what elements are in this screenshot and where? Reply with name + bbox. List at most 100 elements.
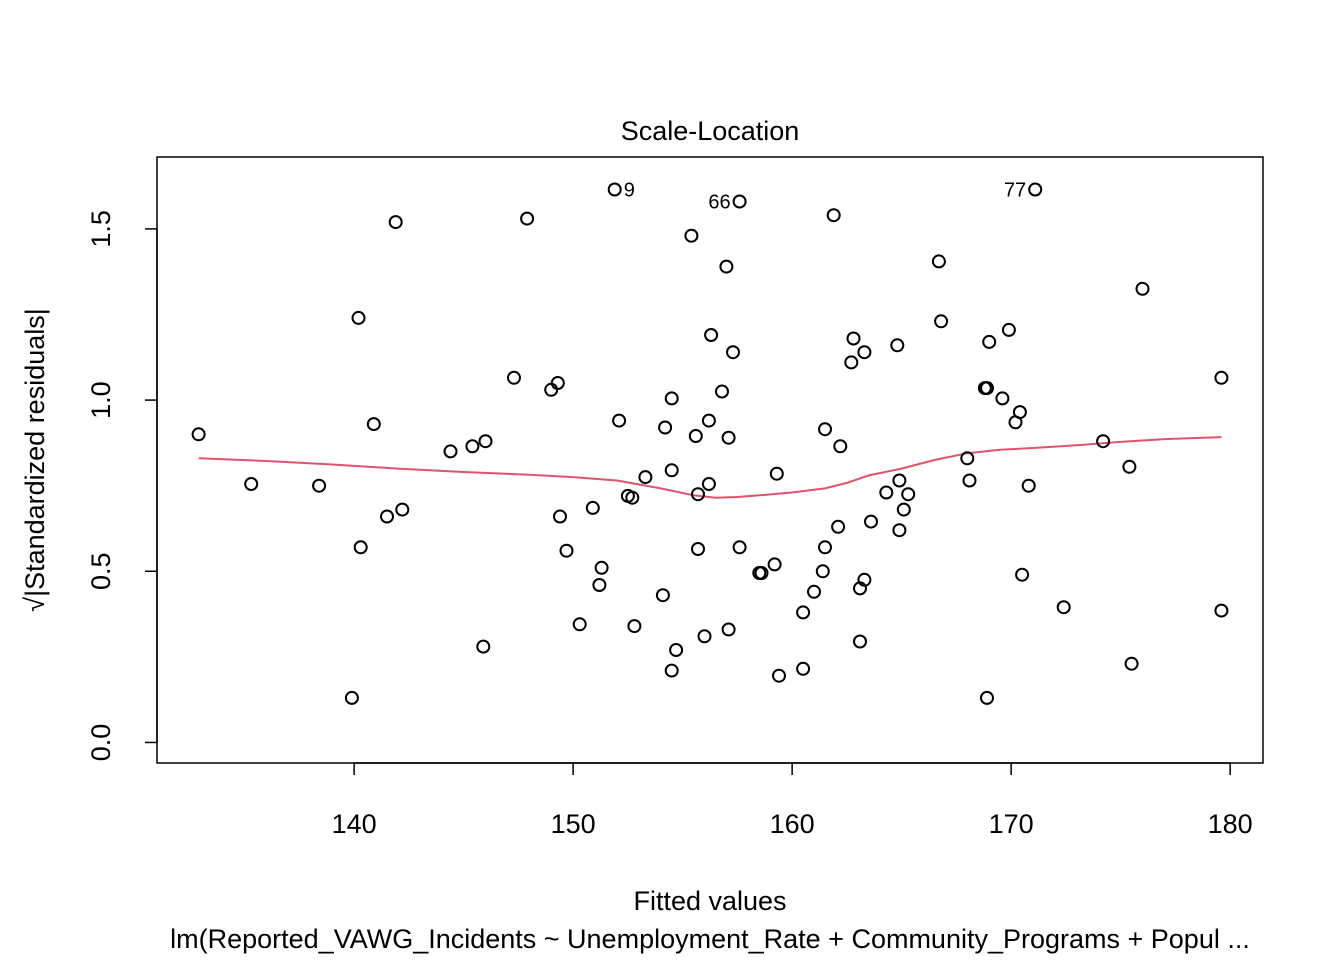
- data-point: [344, 690, 359, 705]
- data-point: [934, 314, 949, 329]
- data-point: [980, 690, 994, 705]
- data-point: [726, 345, 740, 360]
- data-point: [312, 478, 327, 493]
- data-point: [625, 490, 640, 505]
- data-point: [995, 391, 1010, 406]
- data-point: [853, 634, 867, 649]
- y-tick-label: 1.5: [86, 210, 116, 248]
- data-point: [655, 588, 670, 603]
- data-point: [443, 444, 458, 459]
- x-axis: 140 150 160 170 180: [332, 762, 1253, 839]
- data-point: [896, 502, 911, 517]
- data-point: [719, 259, 734, 274]
- y-tick-label: 0.5: [86, 552, 116, 590]
- data-point: [704, 328, 719, 342]
- data-point: [864, 514, 878, 529]
- data-point: [732, 194, 747, 209]
- data-point: [1056, 600, 1071, 615]
- data-point: [807, 584, 821, 599]
- data-point: [1122, 459, 1137, 474]
- x-axis-label: Fitted values: [633, 886, 786, 916]
- smoother-line: [198, 436, 1222, 499]
- data-point: [892, 523, 907, 538]
- data-point: [476, 639, 491, 654]
- data-point: [1028, 182, 1043, 197]
- data-point: [960, 451, 975, 466]
- data-point: [818, 540, 832, 555]
- data-point: [772, 668, 786, 683]
- data-point: [769, 466, 784, 481]
- data-point: [559, 543, 574, 558]
- data-point: [1021, 478, 1036, 493]
- data-point: [388, 215, 403, 230]
- data-point: [572, 617, 587, 632]
- data-point: [879, 485, 894, 500]
- data-point: [892, 473, 907, 488]
- data-point: [931, 254, 946, 269]
- data-point: [901, 487, 916, 502]
- data-point: [366, 417, 381, 432]
- data-point: [691, 487, 705, 502]
- data-point: [520, 211, 535, 226]
- data-point: [664, 463, 679, 478]
- data-point: [818, 422, 832, 437]
- data-point: [815, 564, 830, 579]
- data-point: [980, 381, 994, 396]
- data-point: [857, 572, 872, 587]
- data-point: [715, 384, 729, 399]
- data-point: [664, 663, 679, 678]
- y-axis-label: √|Standardized residuals|: [20, 308, 50, 612]
- data-point: [721, 430, 736, 445]
- data-point: [701, 413, 716, 428]
- data-point: [833, 439, 848, 454]
- data-point: [658, 420, 673, 435]
- data-point: [732, 540, 747, 555]
- plot-frame: [156, 156, 1264, 764]
- data-point: [1015, 567, 1030, 582]
- data-point: [550, 376, 565, 390]
- data-point: [553, 509, 567, 524]
- y-tick-label: 1.0: [86, 381, 116, 419]
- data-point: [191, 427, 206, 442]
- data-point: [846, 331, 861, 346]
- y-tick-label: 0.0: [86, 724, 116, 762]
- data-point: [592, 578, 607, 592]
- x-tick-label: 170: [989, 809, 1034, 839]
- data-point: [796, 605, 811, 620]
- data-point: [1124, 656, 1139, 671]
- data-point: [353, 540, 368, 555]
- data-point: [721, 622, 736, 637]
- x-tick-label: 160: [770, 809, 815, 839]
- model-formula-subtitle: lm(Reported_VAWG_Incidents ~ Unemploymen…: [170, 924, 1250, 954]
- data-point: [684, 228, 699, 243]
- data-point: [982, 334, 997, 349]
- data-point: [351, 310, 366, 325]
- data-point: [890, 338, 905, 353]
- data-point: [1012, 405, 1027, 420]
- data-point: [638, 470, 653, 485]
- data-point: [478, 434, 493, 449]
- data-point: [1214, 603, 1229, 618]
- points-layer: [191, 182, 1229, 705]
- data-point: [691, 542, 705, 556]
- data-point: [607, 182, 622, 197]
- data-point: [857, 345, 872, 360]
- data-point: [1214, 370, 1229, 385]
- data-point: [826, 208, 841, 223]
- x-tick-label: 140: [332, 809, 377, 839]
- data-point: [244, 477, 259, 491]
- x-tick-label: 180: [1208, 809, 1253, 839]
- point-label: 77: [1004, 180, 1026, 202]
- y-axis: 0.0 0.5 1.0 1.5: [86, 210, 158, 762]
- data-point: [612, 413, 627, 428]
- data-point: [395, 502, 410, 517]
- smoother-layer: [198, 436, 1222, 499]
- data-point: [585, 500, 600, 515]
- data-point: [688, 429, 703, 443]
- data-point: [697, 629, 712, 644]
- data-point: [669, 643, 684, 657]
- data-point: [701, 477, 716, 491]
- data-point: [627, 619, 642, 634]
- x-tick-label: 150: [551, 809, 596, 839]
